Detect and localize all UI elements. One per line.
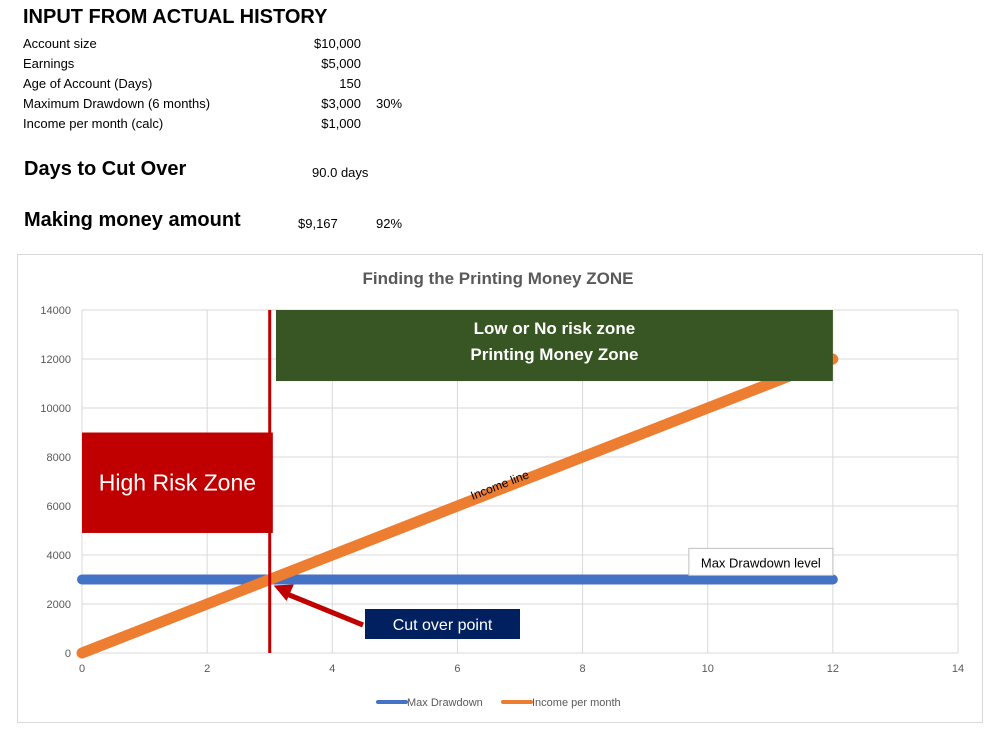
y-tick-label: 10000: [40, 403, 71, 415]
chart-legend: Max Drawdown Income per month: [376, 697, 621, 709]
high-risk-zone-label: High Risk Zone: [99, 470, 256, 496]
y-tick-label: 2000: [47, 599, 71, 611]
x-tick-label: 6: [454, 663, 460, 675]
input-label: Maximum Drawdown (6 months): [23, 96, 211, 111]
y-tick-label: 8000: [47, 452, 71, 464]
cut-over-arrowhead: [273, 584, 294, 602]
making-money-value: $9,167: [298, 216, 338, 231]
cutover-unit: days: [340, 165, 369, 180]
input-extra: 30%: [376, 96, 403, 111]
legend-label-max-drawdown: Max Drawdown: [407, 697, 483, 709]
low-risk-zone-label: Low or No risk zone: [474, 319, 636, 338]
input-value: 150: [339, 76, 361, 91]
cut-over-point-label: Cut over point: [393, 617, 493, 634]
y-tick-label: 0: [65, 648, 71, 660]
cut-over-arrow: [284, 591, 364, 628]
printing-money-zone-label: Printing Money Zone: [470, 345, 638, 364]
max-drawdown-level-label: Max Drawdown level: [701, 555, 821, 570]
y-tick-label: 6000: [47, 501, 71, 513]
y-tick-label: 4000: [47, 550, 71, 562]
input-value: $3,000: [321, 96, 361, 111]
cut-over-point-box: [365, 609, 520, 639]
y-tick-label: 14000: [40, 305, 71, 317]
cutover-number: 90.0: [312, 165, 338, 180]
low-risk-zone-box: [275, 310, 833, 382]
input-row-earnings: Earnings $5,000: [23, 56, 423, 76]
x-tick-label: 12: [827, 663, 839, 675]
x-tick-label: 2: [204, 663, 210, 675]
series-line-1: [76, 353, 839, 659]
x-tick-label: 10: [702, 663, 714, 675]
x-tick-labels: 0 2 4 6 8 10 12 14: [79, 663, 964, 675]
input-label: Income per month (calc): [23, 116, 164, 131]
input-value: $1,000: [321, 116, 361, 131]
input-value: $5,000: [321, 56, 361, 71]
input-row-max-drawdown: Maximum Drawdown (6 months) $3,000 30%: [23, 96, 423, 116]
days-to-cutover-value: 90.0 days: [312, 165, 368, 180]
input-row-income: Income per month (calc) $1,000: [23, 116, 423, 136]
making-money-percent: 92%: [376, 216, 403, 231]
series-lines: [76, 353, 839, 659]
y-tick-label: 12000: [40, 354, 71, 366]
chart-title: Finding the Printing Money ZONE: [362, 269, 633, 288]
input-row-account-size: Account size $10,000: [23, 36, 423, 56]
x-tick-label: 4: [329, 663, 335, 675]
input-history-title: INPUT FROM ACTUAL HISTORY: [23, 6, 328, 28]
x-tick-label: 0: [79, 663, 85, 675]
input-label: Earnings: [23, 56, 75, 71]
input-value: $10,000: [314, 36, 361, 51]
chart-annotations: High Risk Zone Low or No risk zone Print…: [82, 310, 834, 653]
input-label: Account size: [23, 36, 97, 51]
max-drawdown-callout-box: [688, 547, 834, 576]
input-label: Age of Account (Days): [23, 76, 153, 91]
legend-label-income: Income per month: [532, 697, 621, 709]
x-tick-label: 8: [580, 663, 586, 675]
making-money-label: Making money amount: [24, 209, 241, 231]
high-risk-zone-box: [82, 432, 273, 533]
days-to-cutover-label: Days to Cut Over: [24, 158, 187, 180]
x-tick-label: 14: [952, 663, 964, 675]
input-row-age: Age of Account (Days) 150: [23, 76, 423, 96]
y-tick-labels: 0 2000 4000 6000 8000 10000 12000 14000: [40, 305, 71, 660]
